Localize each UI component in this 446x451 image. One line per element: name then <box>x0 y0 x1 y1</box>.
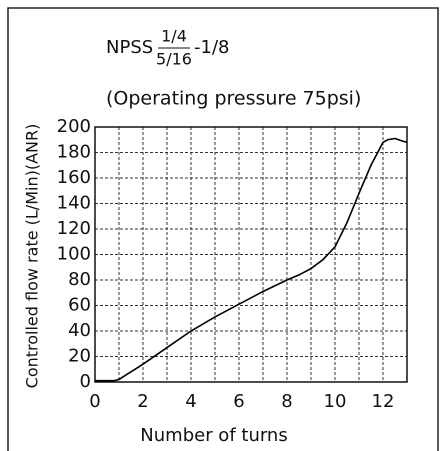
y-tick-label: 60 <box>68 295 91 316</box>
x-tick-label: 12 <box>372 391 395 412</box>
x-tick-label: 4 <box>185 391 196 412</box>
y-tick-label: 200 <box>57 116 91 137</box>
y-tick-label: 40 <box>68 320 91 341</box>
x-tick-label: 6 <box>233 391 244 412</box>
y-tick-label: 80 <box>68 269 91 290</box>
frame <box>7 7 439 451</box>
line-series <box>95 137 408 382</box>
title-suffix: -1/8 <box>194 37 229 58</box>
x-tick-label: 8 <box>281 391 292 412</box>
y-axis-label: Controlled flow rate (L/Min)(ANR) <box>23 124 42 389</box>
x-tick-label: 10 <box>324 391 347 412</box>
y-tick-label: 20 <box>68 346 91 367</box>
x-tick-label: 0 <box>89 391 100 412</box>
subtitle: (Operating pressure 75psi) <box>106 88 361 110</box>
y-tick-label: 160 <box>57 167 91 188</box>
title-numerator: 1/4 <box>161 27 187 46</box>
chart-title: NPSS <box>106 37 153 58</box>
y-tick-label: 140 <box>57 193 91 214</box>
y-tick-label: 120 <box>57 218 91 239</box>
title-denominator: 5/16 <box>156 50 192 69</box>
y-tick-label: 100 <box>57 244 91 265</box>
y-tick-label: 180 <box>57 142 91 163</box>
x-tick-label: 2 <box>137 391 148 412</box>
y-tick-label: 0 <box>80 371 91 392</box>
plot-border <box>94 126 408 383</box>
x-axis-label: Number of turns <box>140 425 287 446</box>
